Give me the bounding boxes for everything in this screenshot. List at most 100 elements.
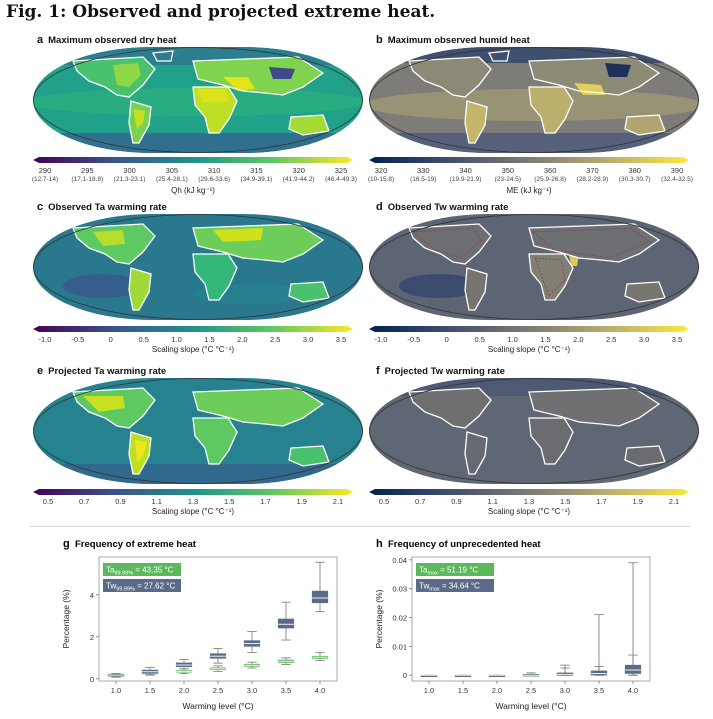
colorbar-f-tick: 0.5 <box>378 497 390 506</box>
colorbar-d-tick: 3.5 <box>671 335 683 344</box>
box-tw-1.0 <box>107 673 125 678</box>
x-tick-label: 4.0 <box>315 686 325 695</box>
colorbar-e-tick: 0.7 <box>79 497 90 506</box>
map-humid-heat <box>369 47 699 153</box>
colorbar-f-tick: 0.9 <box>451 497 462 506</box>
colorbar-d-tick: 2.5 <box>606 335 617 344</box>
colorbar-a-tick: 305 (25.4-28.1) <box>155 166 188 183</box>
colorbar-b-tick: 380 (30.3-30.7) <box>618 166 651 183</box>
box-tw-2.0 <box>488 674 506 677</box>
colorbar-b-tick: 320 (10-15.8) <box>367 166 395 183</box>
colorbar-b-tick: 370 (28.2-28.9) <box>576 166 609 183</box>
colorbar-e-tick: 1.9 <box>296 497 307 506</box>
box-tw-1.5 <box>454 674 472 677</box>
colorbar-f <box>369 489 689 495</box>
colorbar-b-tick: 330 (16.5-19) <box>410 166 437 183</box>
x-tick-label: 2.5 <box>526 686 536 695</box>
colorbar-c-tick: 2.5 <box>270 335 281 344</box>
box-tw-2.5 <box>522 672 540 677</box>
colorbar-c <box>33 326 353 332</box>
panel-f-title: f Projected Tw warming rate <box>376 365 505 377</box>
panel-a-title: a Maximum observed dry heat <box>37 34 177 46</box>
y-axis-label: Percentage (%) <box>61 589 71 648</box>
figure-title: Fig. 1: Observed and projected extreme h… <box>6 2 436 22</box>
colorbar-a-label: Qh (kJ kg⁻¹) <box>171 186 215 195</box>
colorbar-c-tick: 0 <box>108 335 113 344</box>
y-tick-label: 0 <box>403 671 407 680</box>
box-tw-2.5 <box>209 648 227 664</box>
box-tw-3.0 <box>243 631 261 654</box>
box-ta-2.0 <box>175 668 193 674</box>
colorbar-d-tick: -0.5 <box>407 335 421 344</box>
colorbar-e-tick: 1.3 <box>187 497 199 506</box>
colorbar-d-tick: 2.0 <box>573 335 584 344</box>
x-tick-label: 3.5 <box>281 686 291 695</box>
chart-frequency-unprecedented-heat: h Frequency of unprecedented heat 0 0.01 0.0… <box>374 538 651 711</box>
colorbar-b-tick: 360 (25.9-26.8) <box>534 166 567 183</box>
colorbar-c-label: Scaling slope (°C °C⁻¹) <box>151 345 235 354</box>
chart-frequency-extreme-heat: g Frequency of extreme heat 0 2 4 1.0 1.5 2.0 2.… <box>61 538 338 711</box>
colorbar-c-tick: 0.5 <box>138 335 149 344</box>
box-tw-3.0 <box>556 664 574 676</box>
x-tick-label: 4.0 <box>628 686 638 695</box>
colorbar-b-tick: 390 (32.4-32.5) <box>661 166 693 183</box>
colorbar-c-tick: -1.0 <box>38 335 52 344</box>
colorbar-f-tick: 2.1 <box>668 497 680 506</box>
colorbar-a-tick: 325 (46.4-49.3) <box>325 166 357 183</box>
colorbar-d-tick: 0.5 <box>474 335 485 344</box>
x-tick-label: 3.5 <box>594 686 604 695</box>
box-ta-2.5 <box>209 665 227 672</box>
colorbar-a-tick: 290 (12.7-14) <box>31 166 59 183</box>
x-tick-label: 1.0 <box>111 686 121 695</box>
colorbar-a <box>33 157 353 163</box>
svg-text:Ta99.99% = 43.35 °C: Ta99.99% = 43.35 °C <box>106 566 174 577</box>
colorbar-d-label: Scaling slope (°C °C⁻¹) <box>487 345 571 354</box>
colorbar-f-tick: 0.7 <box>415 497 426 506</box>
y-tick-label: 0.02 <box>392 614 407 623</box>
colorbar-c-tick: 2.0 <box>237 335 248 344</box>
map-tw-warming-projected <box>369 378 699 484</box>
svg-text:Tw99.99% = 27.62 °C: Tw99.99% = 27.62 °C <box>106 582 175 593</box>
colorbar-e-label: Scaling slope (°C °C⁻¹) <box>151 507 235 516</box>
colorbar-c-tick: 3.0 <box>302 335 314 344</box>
x-tick-label: 2.5 <box>213 686 223 695</box>
colorbar-a-tick: 320 (41.9-44.2) <box>282 166 315 183</box>
box-ta-3.5 <box>277 657 295 666</box>
x-tick-label: 2.0 <box>179 686 189 695</box>
map-ta-warming-observed <box>33 214 363 320</box>
colorbar-a-tick: 295 (17.1-18.8) <box>71 166 104 183</box>
colorbar-c-tick: 1.0 <box>171 335 182 344</box>
colorbar-a-tick: 315 (34.9-39.1) <box>240 166 273 183</box>
y-tick-label: 2 <box>90 633 94 642</box>
x-tick-label: 1.5 <box>458 686 468 695</box>
x-axis-label: Warming level (°C) <box>495 701 566 711</box>
y-tick-label: 4 <box>90 591 94 600</box>
colorbar-b-label: ME (kJ kg⁻¹) <box>506 186 552 195</box>
colorbar-b <box>369 157 689 163</box>
y-tick-label: 0.04 <box>392 556 407 565</box>
section-divider <box>30 526 690 527</box>
panel-e-title: e Projected Ta warming rate <box>37 365 167 377</box>
colorbar-e-tick: 0.9 <box>115 497 126 506</box>
box-tw-4.0 <box>624 562 642 676</box>
colorbar-f-tick: 1.1 <box>487 497 498 506</box>
colorbar-d <box>369 326 689 332</box>
map-ta-warming-projected <box>33 378 363 484</box>
colorbar-b-tick: 340 (19.9-21.9) <box>449 166 482 183</box>
colorbar-f-label: Scaling slope (°C °C⁻¹) <box>487 507 571 516</box>
chart-letter: h <box>376 538 383 550</box>
chart-title: Frequency of extreme heat <box>75 539 197 550</box>
x-axis-label: Warming level (°C) <box>182 701 253 711</box>
x-tick-label: 1.0 <box>424 686 434 695</box>
y-axis-label: Percentage (%) <box>374 589 384 648</box>
chart-letter: g <box>63 538 70 550</box>
colorbar-c-tick: 1.5 <box>204 335 215 344</box>
box-tw-1.0 <box>420 674 438 677</box>
colorbar-d-tick: 0 <box>444 335 449 344</box>
colorbar-d-tick: -1.0 <box>374 335 388 344</box>
map-dry-heat <box>33 47 363 153</box>
colorbar-c-tick: -0.5 <box>71 335 85 344</box>
colorbar-f-tick: 1.7 <box>596 497 607 506</box>
x-tick-label: 3.0 <box>560 686 570 695</box>
colorbar-e-tick: 1.1 <box>151 497 162 506</box>
